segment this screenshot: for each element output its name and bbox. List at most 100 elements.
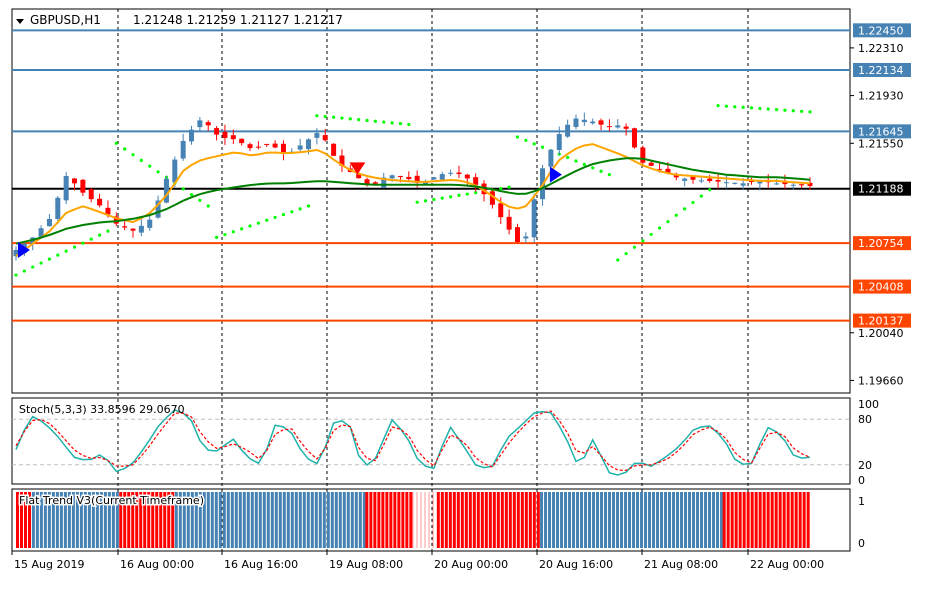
trend-bar-1-11 — [75, 492, 79, 548]
sar-dot-89 — [749, 106, 754, 110]
trend-bar-4-10 — [405, 492, 409, 548]
sar-dot-2 — [22, 269, 26, 273]
trend-bar-3-47 — [362, 492, 366, 548]
candle-body-80 — [673, 174, 679, 178]
sar-dot-55 — [465, 192, 469, 196]
sar-dot-46 — [390, 121, 394, 125]
sar-dot-28 — [240, 227, 244, 231]
trend-bar-6-12 — [484, 492, 488, 548]
sar-dot-4 — [39, 261, 43, 265]
flat-trend-title: Flat Trend V3(Current Timeframe) — [19, 494, 204, 507]
trend-bar-3-42 — [342, 492, 346, 548]
price-label-1.19660: 1.19660 — [858, 374, 904, 387]
sar-dot-83 — [699, 194, 703, 198]
sar-dot-59 — [499, 186, 503, 191]
candle-body-86 — [723, 182, 729, 184]
candle-body-11 — [97, 198, 103, 206]
trend-bar-3-46 — [358, 492, 362, 548]
candle-body-67 — [565, 124, 571, 137]
sar-dot-82 — [691, 200, 695, 205]
sar-dot-77 — [649, 232, 653, 237]
time-label-6: 20 Aug 16:00 — [539, 558, 613, 571]
sar-dot-60 — [507, 185, 511, 189]
trend-bar-3-39 — [330, 492, 334, 548]
stochastic-lines: 100 80 20 0 — [12, 398, 879, 487]
trend-bar-7-1 — [544, 492, 548, 548]
sar-dot-41 — [348, 117, 352, 121]
flat-trend-panel[interactable] — [11, 488, 851, 552]
sar-dot-1 — [14, 273, 18, 277]
trend-bar-0-0 — [16, 492, 19, 548]
trend-bar-3-45 — [354, 492, 358, 548]
symbol-label: GBPUSD,H1 — [30, 13, 101, 27]
trend-bar-3-20 — [254, 492, 258, 548]
trend-bar-3-6 — [198, 492, 202, 548]
trend-bar-7-45 — [720, 492, 724, 548]
sar-dot-34 — [290, 210, 294, 214]
candle-body-95 — [799, 184, 805, 186]
candle-body-23 — [197, 120, 203, 128]
trend-bar-8-2 — [730, 492, 734, 548]
stoch-label-0: 0 — [858, 474, 865, 487]
trend-bar-7-6 — [564, 492, 568, 548]
trend-bar-3-41 — [338, 492, 342, 548]
fast-ma-line — [15, 143, 811, 258]
trend-bar-3-14 — [230, 492, 234, 548]
candle-body-84 — [707, 178, 713, 182]
trend-bar-8-4 — [738, 492, 742, 548]
candle-body-27 — [230, 135, 236, 140]
trend-bar-7-12 — [588, 492, 592, 548]
price-panel[interactable] — [11, 8, 851, 394]
trend-bar-6-25 — [536, 492, 540, 548]
trend-bar-8-21 — [806, 492, 810, 548]
sar-dot-36 — [306, 204, 311, 208]
trend-bar-3-11 — [218, 492, 222, 548]
candle-body-21 — [180, 140, 186, 159]
trend-bar-3-5 — [194, 492, 198, 548]
trend-bar-1-6 — [55, 492, 59, 548]
candle-body-85 — [715, 180, 721, 182]
candle-body-62 — [523, 236, 529, 239]
trend-bar-7-35 — [680, 492, 684, 548]
sar-dot-13 — [114, 141, 118, 145]
trend-bar-1-21 — [115, 492, 119, 548]
time-label-8: 22 Aug 00:00 — [750, 558, 824, 571]
trend-bar-6-9 — [472, 492, 476, 548]
parabolic-sar — [14, 104, 812, 277]
trend-bar-1-20 — [111, 492, 115, 548]
trend-bar-3-0 — [174, 492, 178, 548]
trend-bar-7-16 — [604, 492, 608, 548]
candle-body-9 — [80, 179, 86, 193]
sar-dot-81 — [683, 207, 687, 211]
trend-bar-3-4 — [190, 492, 194, 548]
sar-dot-5 — [47, 257, 52, 261]
trend-bar-2-5 — [139, 492, 143, 548]
price-axis[interactable]: 1.22450 1.22310 1.22134 1.21930 1.216451.215… — [850, 23, 911, 387]
trend-bar-7-39 — [696, 492, 700, 548]
triangle-down-icon[interactable] — [16, 19, 24, 24]
candle-body-47 — [397, 175, 403, 177]
sar-dot-14 — [123, 147, 127, 151]
trend-bar-1-9 — [67, 492, 71, 548]
sar-dot-49 — [415, 200, 419, 204]
trend-bar-6-20 — [516, 492, 520, 548]
trend-bar-3-36 — [318, 492, 322, 548]
price-badge-1.21645: 1.21645 — [858, 125, 904, 138]
trend-bar-6-7 — [464, 492, 468, 548]
trend-bar-7-13 — [592, 492, 596, 548]
sar-dot-51 — [432, 197, 436, 202]
sar-dot-16 — [139, 158, 143, 162]
price-badge-bg-1.20754 — [853, 236, 911, 251]
sar-dot-75 — [632, 245, 637, 249]
trend-bar-6-3 — [448, 492, 452, 548]
trend-bar-7-20 — [620, 492, 624, 548]
sar-dot-9 — [81, 241, 85, 245]
sar-dot-63 — [532, 142, 536, 146]
trend-bar-6-16 — [500, 492, 504, 548]
candle-body-15 — [130, 228, 136, 231]
stochastic-panel[interactable] — [11, 397, 851, 485]
trend-bar-1-14 — [87, 492, 91, 548]
trend-bar-7-40 — [700, 492, 704, 548]
